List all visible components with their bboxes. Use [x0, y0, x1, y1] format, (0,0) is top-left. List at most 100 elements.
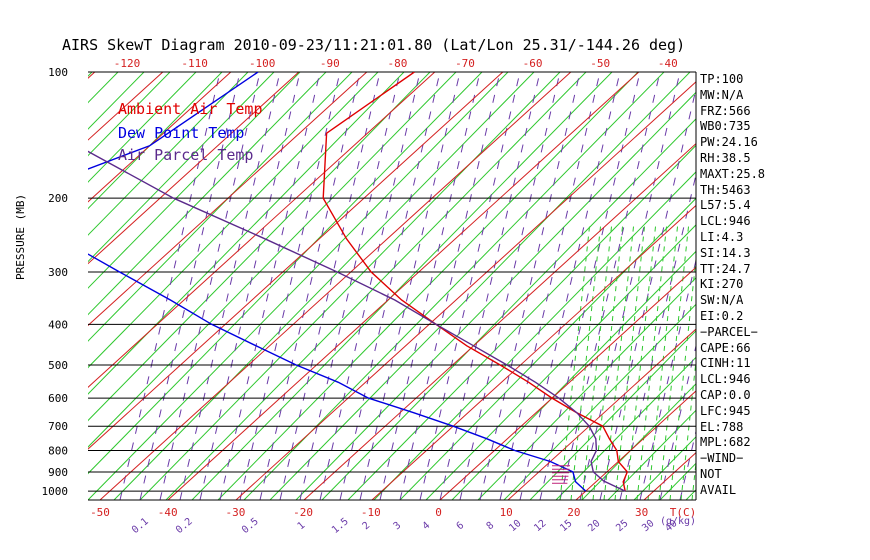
mixing-ratio-label: 12: [532, 518, 548, 534]
dry-adiabat: [191, 72, 613, 500]
isotherm: [439, 266, 696, 500]
isotherm: [0, 72, 27, 500]
dewpoint-line: [88, 72, 587, 492]
top-temp-tick-label: -70: [455, 57, 475, 70]
ambient-temp-line: [322, 72, 629, 492]
moist-adiabat: [592, 221, 624, 500]
mixing-ratio-label: 8: [485, 520, 497, 532]
bottom-temp-tick-label: -30: [225, 506, 245, 519]
moist-adiabat: [636, 221, 668, 500]
stat-item: CINH:11: [700, 356, 751, 371]
dry-adiabat: [295, 91, 696, 500]
mixing-ratio-line: [379, 72, 481, 500]
isotherm: [99, 72, 572, 500]
mixing-ratio-label: 20: [586, 518, 602, 534]
dry-adiabat: [0, 72, 66, 500]
stat-item: WB0:735: [700, 119, 751, 134]
isotherm: [88, 72, 436, 388]
dry-adiabat: [217, 72, 639, 500]
bottom-temp-tick-label: 10: [500, 506, 513, 519]
sounding-series: [88, 72, 629, 492]
mixing-ratio-line: [299, 72, 401, 500]
isotherm: [88, 72, 368, 327]
mixing-ratio-line: [139, 72, 241, 500]
y-axis-label: PRESSURE (MB): [14, 193, 27, 280]
mixing-ratio-line: [559, 72, 661, 500]
dry-adiabat: [88, 72, 509, 500]
mixing-ratio-line: [639, 258, 696, 500]
isotherm: [167, 72, 640, 500]
stat-item: LI:4.3: [700, 229, 744, 244]
pressure-tick-label: 400: [48, 318, 68, 331]
dry-adiabat: [477, 277, 696, 500]
pressure-tick-label: 500: [48, 359, 68, 372]
mixing-ratio-label: 2: [361, 520, 373, 532]
dry-adiabat: [88, 72, 275, 263]
stat-item: MAXT:25.8: [700, 166, 766, 181]
dry-adiabat: [88, 72, 405, 395]
dry-adiabat: [790, 72, 870, 500]
dry-adiabat: [88, 72, 327, 316]
bottom-temp-tick-label: 20: [567, 506, 580, 519]
mixing-ratio-line: [119, 72, 221, 500]
stat-item: LCL:946: [700, 214, 751, 229]
mixing-ratio-label: 1: [296, 520, 308, 532]
dry-adiabat: [88, 72, 171, 157]
mixing-ratio-grid: [119, 72, 870, 500]
bottom-temp-tick-label: -50: [90, 506, 110, 519]
bottom-temp-tick-label: -10: [361, 506, 381, 519]
top-temp-tick-label: -50: [590, 57, 610, 70]
dry-adiabat: [113, 72, 535, 500]
dry-adiabat: [88, 72, 457, 448]
mixing-ratio-line: [419, 72, 521, 500]
stat-item: RH:38.5: [700, 150, 751, 165]
mixing-ratio-label: 25: [614, 518, 630, 534]
cin-hatch: [552, 465, 570, 484]
mixing-ratio-line: [519, 72, 621, 500]
stat-item: TH:5463: [700, 182, 751, 197]
legend-parcel: Air Parcel Temp: [118, 146, 254, 164]
moist-adiabat: [647, 221, 679, 500]
pressure-tick-label: 800: [48, 445, 68, 458]
mixing-ratio-label: 0.2: [174, 516, 195, 536]
dry-adiabat: [0, 72, 40, 500]
top-temp-tick-label: -60: [523, 57, 543, 70]
mixing-ratio-line: [359, 72, 461, 500]
stat-item: SW:N/A: [700, 293, 744, 308]
stat-item: EI:0.2: [700, 308, 744, 323]
mixing-ratio-label: 3: [392, 520, 404, 532]
mixing-ratio-line: [259, 72, 361, 500]
dry-adiabat: [88, 72, 93, 77]
mixing-ratio-label: 0.1: [130, 516, 151, 536]
dry-adiabat: [88, 72, 379, 369]
moist-adiabat: [559, 221, 591, 500]
mixing-ratio-line: [319, 72, 421, 500]
stat-item: KI:270: [700, 277, 744, 292]
sounding-stats-panel: TP:100 MW:N/A FRZ:566 WB0:735 PW:24.16 RH:38.…: [700, 72, 765, 499]
stat-item: MPL:682: [700, 435, 751, 450]
dry-adiabat: [399, 197, 696, 500]
bottom-temp-tick-label: -40: [158, 506, 178, 519]
dry-adiabat: [555, 356, 696, 500]
stat-item: CAP:0.0: [700, 387, 751, 402]
isotherm: [88, 72, 504, 450]
stat-item: L57:5.4: [700, 198, 751, 213]
mixing-ratio-line: [279, 72, 381, 500]
moist-adiabat: [625, 221, 657, 500]
mixing-ratio-line: [659, 343, 696, 500]
dry-adiabat: [165, 72, 587, 500]
mixing-ratio-line: [539, 72, 641, 500]
dry-adiabat: [269, 72, 691, 500]
legend-dewpoint: Dew Point Temp: [118, 124, 245, 142]
dry-adiabat: [88, 72, 431, 422]
dry-adiabat: [88, 72, 119, 104]
mixing-ratio-line: [499, 72, 601, 500]
mixing-ratio-line: [780, 72, 870, 500]
mixing-ratio-line: [760, 72, 860, 500]
mixing-ratio-label: 30: [640, 518, 656, 534]
stat-item: MW:N/A: [700, 87, 744, 102]
stat-item: NOT: [700, 466, 722, 481]
mixing-ratio-line: [599, 86, 696, 500]
moist-adiabat: [614, 221, 646, 500]
